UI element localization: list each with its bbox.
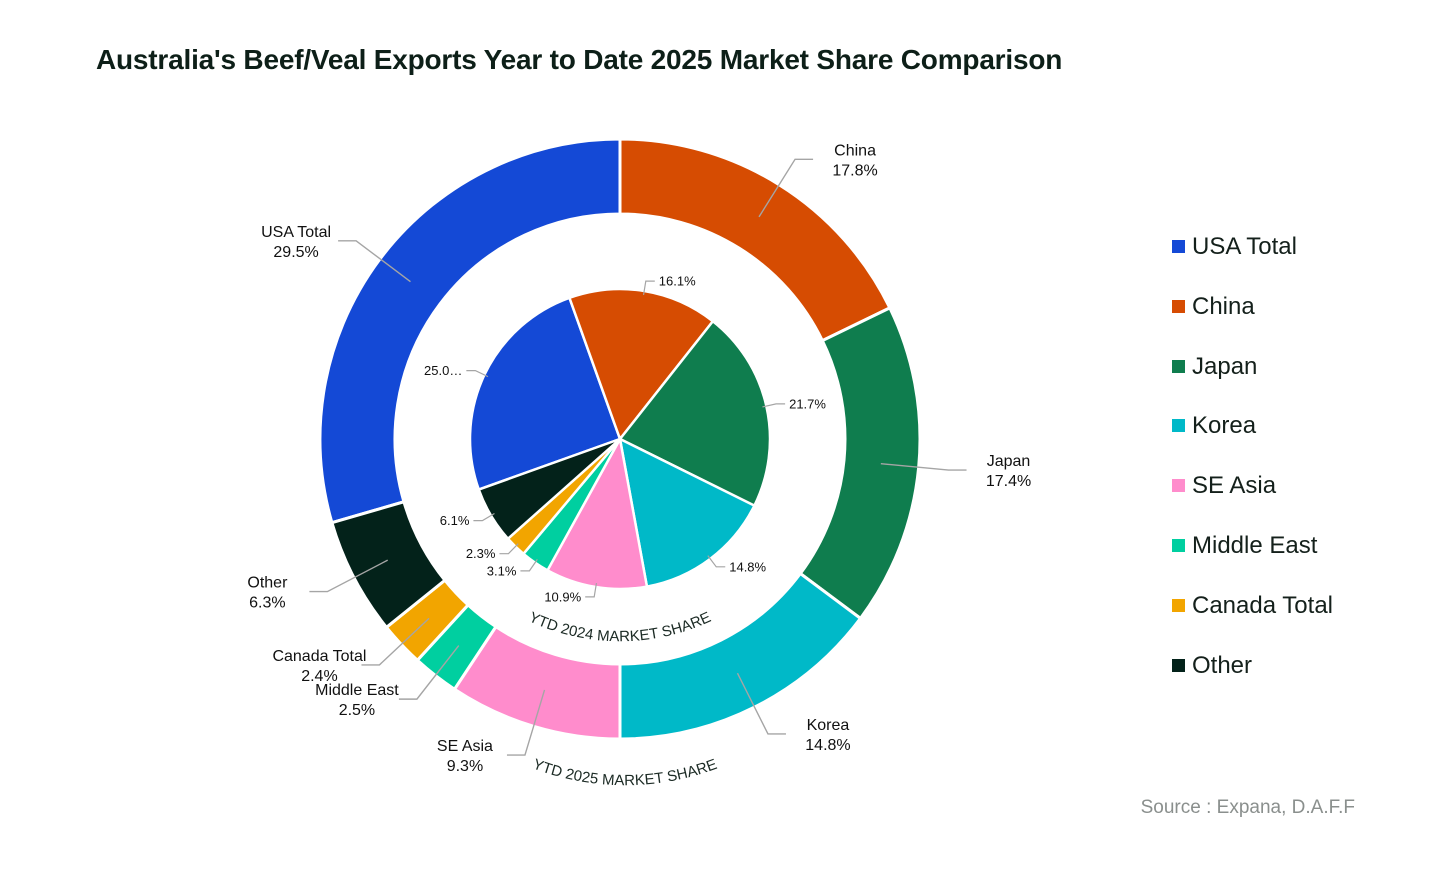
outer-label-value-usa-total: 29.5%: [273, 244, 318, 261]
inner-label-se-asia: 10.9%: [544, 589, 581, 604]
outer-label-name-se-asia: SE Asia: [437, 738, 493, 755]
inner-leader-other: [473, 512, 495, 522]
outer-ring-caption: YTD 2025 MARKET SHARE: [531, 756, 720, 789]
legend-item-other: Other: [1172, 648, 1333, 708]
inner-label-usa-total: 25.0…: [424, 363, 462, 378]
legend-label: Canada Total: [1192, 591, 1333, 619]
legend-label: Japan: [1192, 352, 1258, 380]
legend-item-korea: Korea: [1172, 408, 1333, 468]
outer-label-name-canada-total: Canada Total: [272, 648, 366, 665]
chart-title: Australia's Beef/Veal Exports Year to Da…: [96, 44, 1063, 75]
inner-label-canada-total: 2.3%: [466, 546, 496, 561]
outer-label-name-korea: Korea: [807, 717, 850, 734]
legend-item-canada-total: Canada Total: [1172, 588, 1333, 648]
legend-swatch: [1172, 479, 1185, 493]
inner-leader-china: [642, 280, 655, 296]
outer-label-value-korea: 14.8%: [805, 737, 850, 754]
outer-label-value-japan: 17.4%: [986, 473, 1031, 490]
inner-label-korea: 14.8%: [729, 559, 766, 574]
inner-label-japan: 21.7%: [789, 396, 826, 411]
legend-label: USA Total: [1192, 233, 1297, 260]
slice-labels: USA Total 29.5% China 17.8% Japan 17.4% Korea 1…: [247, 142, 1031, 775]
legend-label: Middle East: [1192, 531, 1318, 559]
legend-swatch: [1172, 419, 1185, 433]
legend-label: SE Asia: [1192, 472, 1277, 500]
inner-pie-caption: YTD 2024 MARKET SHARE: [526, 609, 713, 646]
legend-swatch: [1172, 299, 1185, 313]
inner-leader-japan: [762, 403, 786, 408]
outer-leader-china: [758, 158, 814, 218]
outer-leader-korea: [736, 672, 786, 735]
outer-leader-other: [309, 559, 389, 593]
outer-slice-korea: [618, 571, 863, 741]
outer-leader-middle-east: [398, 645, 460, 700]
legend-label: Korea: [1192, 412, 1257, 440]
legend-label: China: [1192, 292, 1255, 320]
legend-item-usa-total: USA Total: [1172, 229, 1333, 289]
outer-label-value-canada-total: 2.4%: [301, 668, 337, 685]
outer-label-value-china: 17.8%: [832, 162, 877, 179]
outer-label-value-se-asia: 9.3%: [447, 758, 483, 775]
outer-label-name-china: China: [834, 142, 876, 159]
outer-ring-2025: [318, 137, 922, 741]
legend-swatch: [1172, 240, 1185, 253]
legend-swatch: [1172, 359, 1185, 373]
outer-label-value-other: 6.3%: [249, 595, 285, 612]
outer-slice-japan: [798, 305, 922, 621]
outer-label-name-other: Other: [247, 575, 288, 592]
outer-leader-se-asia: [506, 689, 546, 756]
outer-leader-canada-total: [361, 617, 430, 666]
legend-label: Other: [1192, 651, 1253, 679]
outer-slice-other: [330, 499, 447, 630]
inner-label-china: 16.1%: [659, 274, 696, 289]
legend-item-middle-east: Middle East: [1172, 528, 1333, 588]
inner-leader-usa-total: [466, 370, 489, 378]
inner-label-other: 6.1%: [440, 513, 470, 528]
inner-pie-2024: [468, 287, 772, 591]
inner-leader-se-asia: [585, 582, 598, 598]
inner-leader-middle-east: [520, 559, 538, 572]
legend-item-china: China: [1172, 289, 1333, 349]
outer-slice-usa-total: [318, 137, 622, 525]
legend: USA Total China Japan Korea SE Asia Middle Ea…: [1172, 229, 1333, 707]
legend-swatch: [1172, 598, 1185, 612]
inner-leader-canada-total: [499, 543, 519, 555]
legend-swatch: [1172, 658, 1185, 672]
outer-leader-japan: [880, 462, 967, 471]
outer-leader-usa-total: [338, 240, 411, 283]
inner-label-middle-east: 3.1%: [487, 563, 517, 578]
legend-swatch: [1172, 538, 1185, 552]
outer-label-value-middle-east: 2.5%: [339, 702, 375, 719]
legend-item-japan: Japan: [1172, 349, 1333, 409]
outer-label-name-usa-total: USA Total: [261, 224, 331, 241]
outer-label-name-japan: Japan: [987, 453, 1031, 470]
legend-item-se-asia: SE Asia: [1172, 468, 1333, 528]
source-note: Source : Expana, D.A.F.F: [1140, 797, 1355, 818]
outer-label-name-middle-east: Middle East: [315, 682, 399, 699]
inner-leader-korea: [707, 555, 726, 568]
leader-lines: [309, 158, 967, 756]
